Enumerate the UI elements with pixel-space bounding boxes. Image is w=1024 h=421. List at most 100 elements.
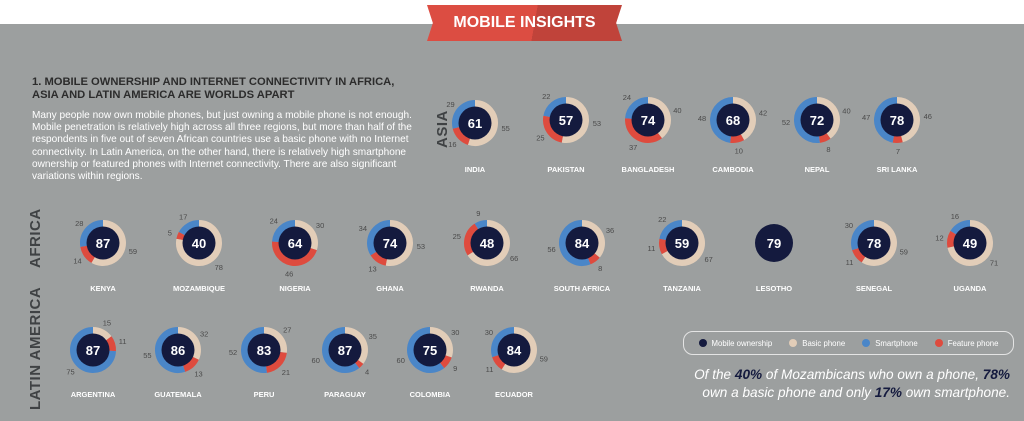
- value-label-basic: 55: [501, 124, 509, 133]
- donut-segment-basic: [861, 220, 897, 266]
- country-label: RWANDA: [470, 284, 504, 293]
- value-label-smart: 16: [951, 212, 959, 221]
- donut-segment-smart: [491, 327, 515, 358]
- value-label-basic: 53: [593, 119, 601, 128]
- ownership-value: 57: [559, 113, 573, 128]
- value-label-feature: 16: [448, 140, 456, 149]
- donut-segment-basic: [467, 220, 510, 266]
- donut-segment-feature: [452, 126, 471, 145]
- value-label-smart: 22: [658, 215, 666, 224]
- value-label-feature: 10: [735, 146, 743, 155]
- donut-segment-smart: [80, 220, 104, 247]
- ownership-value: 87: [86, 343, 100, 358]
- ownership-circle: [549, 103, 583, 137]
- country-label: NEPAL: [805, 165, 830, 174]
- value-label-basic: 36: [606, 226, 614, 235]
- value-label-feature: 11: [846, 258, 854, 267]
- value-label-feature: 5: [168, 228, 172, 237]
- country-label: PARAGUAY: [324, 390, 366, 399]
- value-label-feature: 46: [285, 269, 293, 278]
- value-label-feature: 11: [119, 337, 127, 346]
- ownership-circle: [565, 226, 599, 260]
- caption-highlight: 40%: [734, 367, 763, 382]
- value-label-basic: 59: [540, 355, 548, 364]
- donut-segment-smart: [474, 220, 488, 230]
- ownership-circle: [755, 224, 793, 262]
- ownership-circle: [161, 333, 195, 367]
- donut-segment-feature: [370, 251, 388, 266]
- country-label: INDIA: [465, 165, 486, 174]
- ownership-circle: [470, 226, 504, 260]
- ownership-circle: [86, 226, 120, 260]
- value-label-feature: 37: [629, 143, 637, 152]
- legend-swatch: [698, 339, 707, 347]
- legend-swatch: [934, 339, 943, 347]
- banner-title: MOBILE INSIGHTS: [453, 14, 596, 31]
- country-label: COLOMBIA: [410, 390, 451, 399]
- country-label: MOZAMBIQUE: [173, 284, 225, 293]
- donut-segment-feature: [265, 351, 287, 373]
- donut-segment-smart: [625, 97, 649, 120]
- country-label: NIGERIA: [279, 284, 311, 293]
- donut-segment-basic: [732, 97, 756, 141]
- country-label: GHANA: [376, 284, 404, 293]
- ownership-circle: [665, 226, 699, 260]
- caption-text: Of the: [694, 367, 735, 382]
- ownership-value: 78: [867, 236, 881, 251]
- caption-highlight: 17%: [874, 384, 902, 400]
- ownership-value: 83: [257, 343, 271, 358]
- intro-paragraph: Many people now own mobile phones, but j…: [32, 110, 412, 183]
- donut-segment-basic: [896, 97, 920, 143]
- donut-segment-basic: [561, 97, 589, 143]
- ownership-circle: [800, 103, 834, 137]
- donut-segment-smart: [543, 97, 567, 118]
- ownership-value: 48: [480, 236, 494, 251]
- country-label: SENEGAL: [856, 284, 893, 293]
- ownership-value: 64: [288, 236, 303, 251]
- donut-segment-smart: [851, 220, 875, 251]
- ownership-circle: [880, 103, 914, 137]
- donut-segment-feature: [730, 133, 745, 143]
- donut-segment-feature: [947, 230, 957, 248]
- value-label-feature: 12: [935, 234, 943, 243]
- value-label-basic: 35: [369, 332, 377, 341]
- value-label-smart: 56: [547, 245, 555, 254]
- value-label-basic: 53: [417, 242, 425, 251]
- ownership-circle: [631, 103, 665, 137]
- donut-segment-basic: [661, 220, 705, 266]
- donut-segment-feature: [354, 359, 364, 369]
- value-label-feature: 4: [365, 368, 369, 377]
- value-label-basic: 59: [900, 248, 908, 257]
- value-label-smart: 55: [143, 351, 151, 360]
- value-label-basic: 40: [842, 106, 850, 115]
- donut-segment-basic: [176, 220, 222, 266]
- value-label-feature: 25: [453, 232, 461, 241]
- legend-swatch: [789, 339, 798, 347]
- ownership-value: 74: [383, 236, 398, 251]
- value-label-feature: 25: [536, 133, 544, 142]
- donut-segment-feature: [492, 354, 506, 370]
- value-label-feature: 11: [486, 365, 494, 374]
- value-label-smart: 48: [698, 114, 706, 123]
- caption: Of the 40% of Mozambicans who own a phon…: [690, 366, 1010, 401]
- donut-segment-smart: [322, 327, 360, 373]
- country-label: TANZANIA: [663, 284, 701, 293]
- donut-segment-feature: [182, 356, 199, 372]
- legend-item: Basic phone: [789, 339, 845, 348]
- value-label-smart: 60: [397, 356, 405, 365]
- donut-segment-feature: [439, 355, 452, 369]
- ownership-value: 86: [171, 343, 185, 358]
- country-label: ECUADOR: [495, 390, 534, 399]
- ownership-value: 68: [726, 113, 740, 128]
- value-label-smart: 30: [485, 328, 493, 337]
- value-label-feature: 21: [282, 368, 290, 377]
- donut-segment-feature: [625, 118, 662, 143]
- ownership-circle: [373, 226, 407, 260]
- value-label-feature: 13: [194, 369, 202, 378]
- donut-segment-smart: [70, 327, 116, 373]
- ownership-value: 75: [423, 343, 437, 358]
- value-label-smart: 29: [446, 100, 454, 109]
- donut-segment-basic: [385, 220, 413, 266]
- country-label: SOUTH AFRICA: [554, 284, 611, 293]
